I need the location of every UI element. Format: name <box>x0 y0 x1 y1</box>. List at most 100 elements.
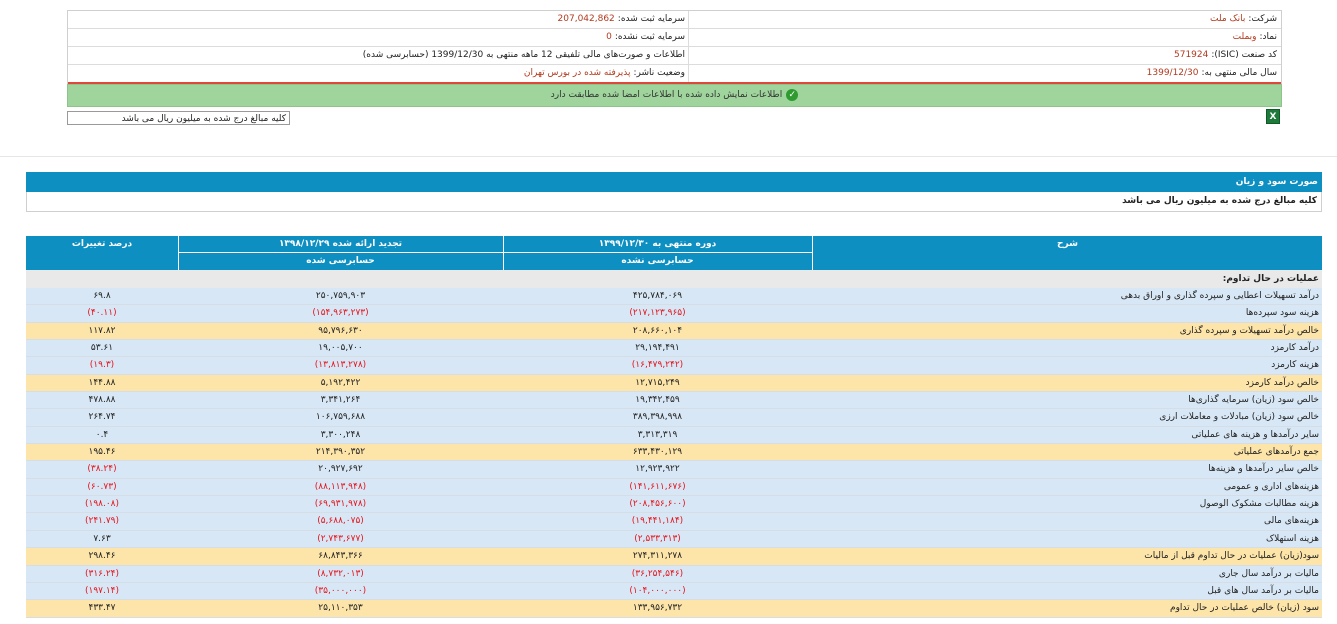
header-restated-audit: حسابرسی شده <box>306 256 375 266</box>
table-row: درآمد تسهیلات اعطایی و سپرده گذاری و اور… <box>26 288 1322 306</box>
row-restated-value: ۱۹,۰۰۵,۷۰۰ <box>318 343 363 354</box>
report-description: اطلاعات و صورت‌های مالی تلفیقی 12 ماهه م… <box>362 50 685 60</box>
row-change-percent: ۲۶۴.۷۴ <box>88 412 116 423</box>
row-description: هزینه مطالبات مشکوک الوصول <box>1199 499 1319 510</box>
company-cell: شرکت:بانک ملت <box>692 11 1277 28</box>
publisher-status-label: وضعیت ناشر: <box>633 68 685 78</box>
row-period-value: ۲۹,۱۹۴,۴۹۱ <box>635 343 680 354</box>
table-row: هزینه‌های مالی (۱۹,۴۴۱,۱۸۴) (۵,۶۸۸,۰۷۵) (۲۴… <box>26 513 1322 531</box>
row-period-value: (۱۰۴,۰۰۰,۰۰۰) <box>629 585 686 596</box>
row-period-value: ۶۳۳,۴۳۰,۱۲۹ <box>632 447 683 458</box>
row-restated-value: ۳,۳۰۰,۲۴۸ <box>320 429 361 440</box>
check-circle-icon: ✓ <box>786 88 799 101</box>
row-restated-value: ۲۵۰,۷۵۹,۹۰۳ <box>315 291 366 301</box>
row-description: سایر درآمدها و هزینه های عملیاتی <box>1191 429 1319 440</box>
table-row: خالص سود (زیان) مبادلات و معاملات ارزی ۳۸… <box>26 409 1322 427</box>
row-period-value: (۲۱۷,۱۲۳,۹۶۵) <box>629 308 686 319</box>
row-description: مالیات بر درآمد سال های قبل <box>1207 585 1319 596</box>
isic-cell: کد صنعت (ISIC):571924 <box>692 47 1277 64</box>
table-row: درآمد کارمزد ۲۹,۱۹۴,۴۹۱ ۱۹,۰۰۵,۷۰۰ ۵۳.۶۱ <box>26 340 1322 358</box>
row-change-percent: ۴۷۸.۸۸ <box>88 395 116 406</box>
row-restated-value: (۶۹,۹۳۱,۹۷۸) <box>314 499 367 510</box>
row-change-percent: (۲۴۱.۷۹) <box>84 516 120 527</box>
fiscal-cell: سال مالی منتهی به:1399/12/30 <box>692 65 1277 82</box>
row-change-percent: ۵۳.۶۱ <box>90 343 114 354</box>
row-period-value: (۲,۵۳۳,۳۱۳) <box>634 533 681 544</box>
row-description: هزینه‌های اداری و عمومی <box>1223 481 1319 492</box>
unregistered-capital-value: 0 <box>606 32 612 42</box>
table-row: خالص سایر درآمدها و هزینه‌ها ۱۲,۹۲۳,۹۲۲ ۲۰… <box>26 461 1322 479</box>
row-restated-value: ۹۵,۷۹۶,۶۳۰ <box>318 325 363 336</box>
table-row: سود(زیان) عملیات در حال تداوم قبل از مال… <box>26 548 1322 566</box>
row-description: سود(زیان) عملیات در حال تداوم قبل از مال… <box>1144 551 1319 562</box>
header-divider <box>503 236 504 270</box>
row-change-percent: ۲۹۸.۴۶ <box>88 551 116 562</box>
table-row: سایر درآمدها و هزینه های عملیاتی ۳,۳۱۳,۳۱… <box>26 426 1322 445</box>
section-continuing-operations: عملیات در حال تداوم: <box>26 270 1322 288</box>
section-divider <box>0 156 1337 157</box>
header-description: شرح <box>1057 239 1078 249</box>
row-description: هزینه استهلاک <box>1266 533 1319 544</box>
row-period-value: (۱۹,۴۴۱,۱۸۴) <box>631 516 684 527</box>
header-change-percent: درصد تغییرات <box>71 239 133 249</box>
row-description: سود (زیان) خالص عملیات در حال تداوم <box>1170 603 1319 614</box>
header-period: دوره منتهی به ۱۳۹۹/۱۲/۳۰ <box>598 239 717 249</box>
row-description: جمع درآمدهای عملیاتی <box>1233 447 1319 458</box>
table-row: هزینه‌های اداری و عمومی (۱۴۱,۶۱۱,۶۷۶) (۸۸,… <box>26 478 1322 497</box>
row-change-percent: ۱۱۷.۸۲ <box>88 325 116 336</box>
row-period-value: ۳,۳۱۳,۳۱۹ <box>637 429 678 440</box>
row-restated-value: ۵,۱۹۲,۴۲۲ <box>320 377 361 388</box>
table-row: هزینه سود سپرده‌ها (۲۱۷,۱۲۳,۹۶۵) (۱۵۴,۹۶۳,… <box>26 305 1322 323</box>
capital-label: سرمایه ثبت شده: <box>617 14 685 24</box>
row-description: خالص درآمد کارمزد <box>1245 377 1319 388</box>
table-row: خالص درآمد کارمزد ۱۲,۷۱۵,۲۴۹ ۵,۱۹۲,۴۲۲ ۱۴۴.… <box>26 374 1322 393</box>
publisher-status-cell: وضعیت ناشر:پذیرفته شده در بورس تهران <box>73 65 685 82</box>
row-description: خالص درآمد تسهیلات و سپرده گذاری <box>1179 325 1319 336</box>
row-period-value: (۱۴۱,۶۱۱,۶۷۶) <box>629 481 686 492</box>
row-restated-value: ۲۵,۱۱۰,۳۵۳ <box>318 603 363 614</box>
table-row: سود (زیان) خالص عملیات در حال تداوم ۱۳۳,۹… <box>26 600 1322 618</box>
row-description: درآمد کارمزد <box>1270 343 1319 354</box>
company-label: شرکت: <box>1248 14 1277 24</box>
row-period-value: ۱۹,۳۴۲,۴۵۹ <box>635 395 680 406</box>
row-restated-value: ۱۰۶,۷۵۹,۶۸۸ <box>315 412 366 423</box>
row-change-percent: (۱۹۷.۱۴) <box>84 585 120 596</box>
info-row-isic: کد صنعت (ISIC):571924 اطلاعات و صورت‌های… <box>68 47 1281 65</box>
header-divider <box>178 236 179 270</box>
table-header: شرح دوره منتهی به ۱۳۹۹/۱۲/۳۰ حسابرسی نشد… <box>26 236 1322 270</box>
row-period-value: ۱۳۳,۹۵۶,۷۳۲ <box>632 603 683 614</box>
row-change-percent: (۳۱۶.۲۴) <box>84 568 120 579</box>
row-period-value: (۲۰۸,۴۵۶,۶۰۰) <box>629 499 686 510</box>
symbol-value[interactable]: وبملت <box>1232 32 1257 42</box>
row-restated-value: (۲,۷۴۳,۶۷۷) <box>317 533 364 544</box>
row-change-percent: (۱۹.۳) <box>89 360 115 371</box>
excel-export-icon[interactable]: X <box>1266 109 1280 124</box>
row-period-value: ۴۲۵,۷۸۴,۰۶۹ <box>632 291 683 301</box>
header-divider <box>812 236 813 270</box>
info-column-divider <box>688 11 689 83</box>
row-period-value: (۳۶,۲۵۴,۵۴۶) <box>631 568 684 579</box>
amounts-note-text: کلیه مبالغ درج شده به میلیون ریال می باش… <box>121 114 286 124</box>
row-description: مالیات بر درآمد سال جاری <box>1218 568 1319 579</box>
row-change-percent: ۱۹۵.۴۶ <box>88 447 116 458</box>
capital-value: 207,042,862 <box>557 14 615 24</box>
company-info-panel: شرکت:بانک ملت سرمایه ثبت شده:207,042,862… <box>67 10 1282 84</box>
isic-value: 571924 <box>1174 50 1209 60</box>
row-description: هزینه‌های مالی <box>1264 516 1319 527</box>
row-restated-value: (۸۸,۱۱۳,۹۴۸) <box>314 481 367 492</box>
row-description: خالص سایر درآمدها و هزینه‌ها <box>1208 464 1319 475</box>
row-restated-value: (۳۵,۰۰۰,۰۰۰) <box>314 585 367 596</box>
amounts-note-box: کلیه مبالغ درج شده به میلیون ریال می باش… <box>67 111 290 125</box>
row-description: خالص سود (زیان) مبادلات و معاملات ارزی <box>1159 412 1319 423</box>
symbol-cell: نماد:وبملت <box>692 29 1277 46</box>
row-restated-value: (۱۳,۸۱۳,۲۷۸) <box>314 360 367 371</box>
statement-title: صورت سود و زیان <box>26 172 1322 192</box>
row-period-value: ۱۲,۷۱۵,۲۴۹ <box>635 377 680 388</box>
verification-alert-text: اطلاعات نمایش داده شده با اطلاعات امضا ش… <box>550 90 783 100</box>
company-value[interactable]: بانک ملت <box>1210 14 1246 24</box>
row-restated-value: (۵,۶۸۸,۰۷۵) <box>317 516 364 527</box>
row-change-percent: ۰.۴ <box>95 429 109 440</box>
header-restated: تجدید ارائه شده ۱۳۹۸/۱۲/۲۹ <box>278 239 403 249</box>
row-restated-value: ۶۸,۸۴۳,۳۶۶ <box>318 551 363 562</box>
header-period-audit: حسابرسی نشده <box>621 256 694 266</box>
